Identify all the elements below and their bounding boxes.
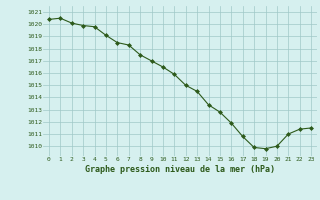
- X-axis label: Graphe pression niveau de la mer (hPa): Graphe pression niveau de la mer (hPa): [85, 165, 275, 174]
